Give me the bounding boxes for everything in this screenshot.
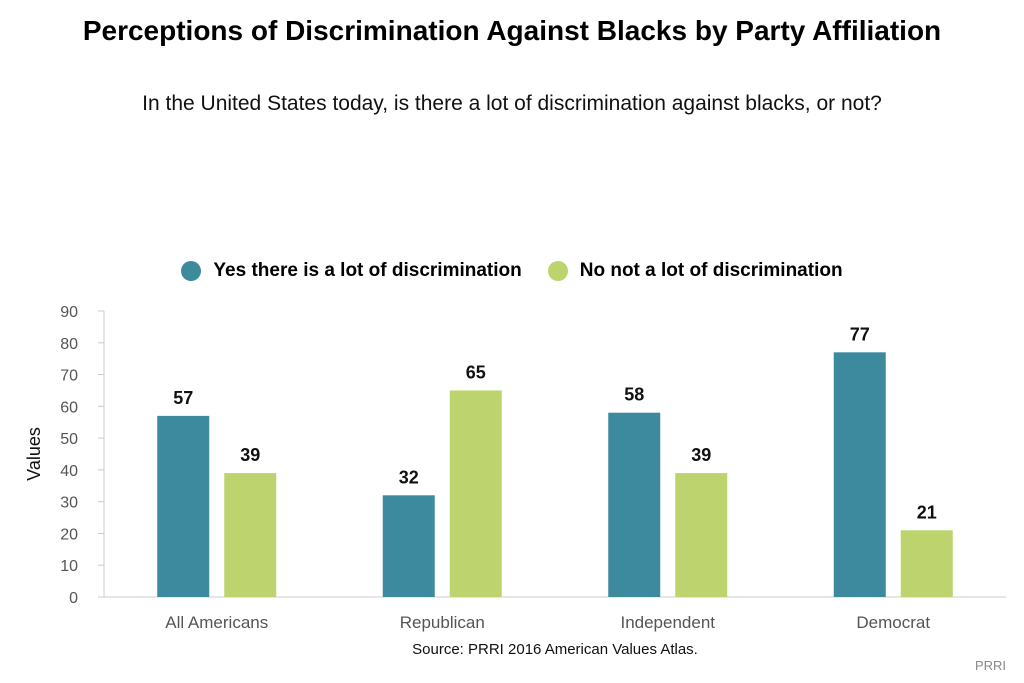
y-tick-label: 30 [60, 495, 78, 512]
y-tick-label: 0 [69, 590, 78, 607]
y-tick-label: 50 [60, 431, 78, 448]
data-label: 57 [173, 388, 193, 408]
x-tick-label: Republican [400, 613, 485, 632]
y-tick-label: 60 [60, 399, 78, 416]
y-tick-label: 80 [60, 336, 78, 353]
source-note: Source: PRRI 2016 American Values Atlas. [412, 641, 698, 658]
y-tick-label: 70 [60, 368, 78, 385]
bar-no [900, 530, 953, 597]
credit-label: PRRI [974, 658, 1006, 673]
legend-label-no: No not a lot of discrimination [579, 260, 843, 281]
bar-no [224, 473, 277, 597]
bar-no [675, 473, 728, 597]
y-tick-label: 90 [60, 304, 78, 321]
legend-label-yes: Yes there is a lot of discrimination [213, 260, 522, 281]
x-tick-label: Democrat [856, 613, 930, 632]
data-label: 77 [850, 324, 870, 344]
bar-yes [157, 415, 210, 597]
legend: Yes there is a lot of discrimination No … [0, 260, 1024, 282]
chart-title: Perceptions of Discrimination Against Bl… [82, 15, 942, 46]
bar-yes [382, 495, 435, 597]
y-axis-title: Values [24, 427, 44, 481]
y-tick-label: 20 [60, 526, 78, 543]
y-tick-label: 40 [60, 463, 78, 480]
data-label: 58 [624, 385, 644, 405]
data-label: 21 [917, 502, 937, 522]
data-label: 32 [399, 467, 419, 487]
y-tick-label: 10 [60, 558, 78, 575]
data-label: 65 [466, 362, 486, 382]
data-label: 39 [691, 445, 711, 465]
x-tick-label: All Americans [165, 613, 268, 632]
bar-yes [608, 412, 661, 597]
bar-no [449, 390, 502, 597]
legend-item-yes[interactable]: Yes there is a lot of discrimination [181, 260, 522, 282]
legend-swatch-yes [181, 261, 202, 281]
x-tick-label: Independent [620, 613, 715, 632]
legend-swatch-no [547, 261, 568, 281]
bar-yes [833, 352, 886, 597]
chart-subtitle: In the United States today, is there a l… [142, 92, 882, 115]
data-label: 39 [240, 445, 260, 465]
legend-item-no[interactable]: No not a lot of discrimination [547, 260, 843, 282]
